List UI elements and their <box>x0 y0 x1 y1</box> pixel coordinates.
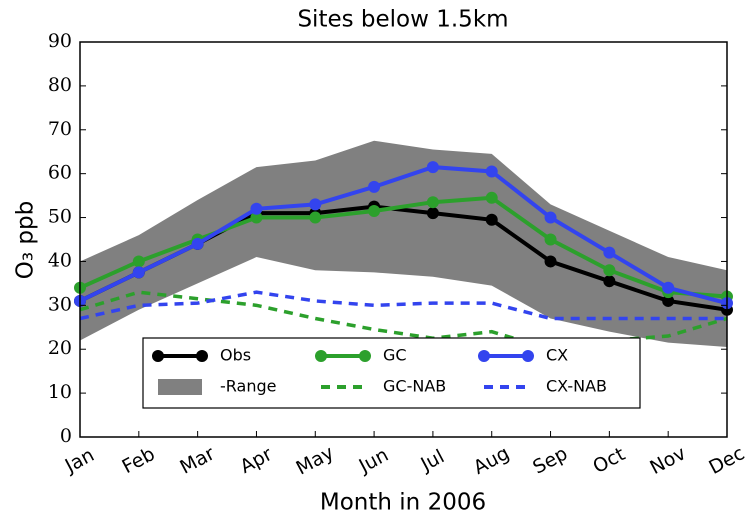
x-tick-label: Mar <box>176 442 218 478</box>
legend-label: GC <box>383 346 407 365</box>
y-tick-label: 50 <box>48 206 72 228</box>
line <box>79 165 728 306</box>
legend-label: -Range <box>220 377 276 396</box>
point <box>191 237 204 250</box>
legend-label: GC-NAB <box>383 377 446 396</box>
legend-box <box>142 337 641 409</box>
plot-frame <box>79 41 728 438</box>
point <box>662 294 675 307</box>
point <box>603 275 616 288</box>
point <box>662 281 675 294</box>
y-tick-label: 70 <box>48 118 72 140</box>
x-tick-label: May <box>293 442 338 480</box>
x-tick-label: Apr <box>237 443 277 478</box>
y-tick-label: 0 <box>60 425 72 447</box>
point <box>485 165 498 178</box>
point <box>132 255 145 268</box>
point <box>309 198 322 211</box>
y-tick-label: 20 <box>48 337 72 359</box>
legend-swatch <box>158 379 202 395</box>
y-tick-label: 30 <box>48 293 72 315</box>
x-axis-label: Month in 2006 <box>320 490 486 516</box>
legend-label: CX-NAB <box>546 377 607 396</box>
point <box>544 233 557 246</box>
legend-label: CX <box>546 346 568 365</box>
x-tick-label: Jul <box>417 445 448 476</box>
x-tick-label: Dec <box>705 442 748 479</box>
point <box>132 266 145 279</box>
line <box>79 195 728 299</box>
y-tick-label: 10 <box>48 381 72 403</box>
y-tick-label: 40 <box>48 249 72 271</box>
legend-marker <box>359 350 371 362</box>
point <box>250 211 263 224</box>
point <box>603 246 616 259</box>
legend-marker <box>522 350 534 362</box>
x-tick-label: Jun <box>355 444 392 478</box>
point <box>426 196 439 209</box>
point <box>603 264 616 277</box>
x-tick-label: Aug <box>470 442 513 479</box>
x-tick-label: Sep <box>529 442 571 478</box>
dashed-line <box>79 290 727 321</box>
point <box>544 211 557 224</box>
point <box>309 211 322 224</box>
legend-marker <box>152 350 164 362</box>
point <box>426 161 439 174</box>
chart-title: Sites below 1.5km <box>297 7 508 33</box>
point <box>485 191 498 204</box>
point <box>250 202 263 215</box>
point <box>368 180 381 193</box>
range-area <box>80 140 727 348</box>
legend-marker <box>478 350 490 362</box>
legend-marker <box>315 350 327 362</box>
x-tick-label: Oct <box>589 443 628 478</box>
x-tick-label: Feb <box>119 443 159 478</box>
point <box>485 213 498 226</box>
point <box>368 204 381 217</box>
x-tick-label: Nov <box>646 442 689 479</box>
legend-label: Obs <box>220 346 251 365</box>
point <box>544 255 557 268</box>
y-tick-label: 80 <box>48 74 72 96</box>
y-axis-label: O₃ ppb <box>13 201 39 279</box>
x-tick-label: Jan <box>61 444 98 478</box>
point <box>426 207 439 220</box>
legend-marker <box>196 350 208 362</box>
y-tick-label: 90 <box>48 30 72 52</box>
y-tick-label: 60 <box>48 162 72 184</box>
